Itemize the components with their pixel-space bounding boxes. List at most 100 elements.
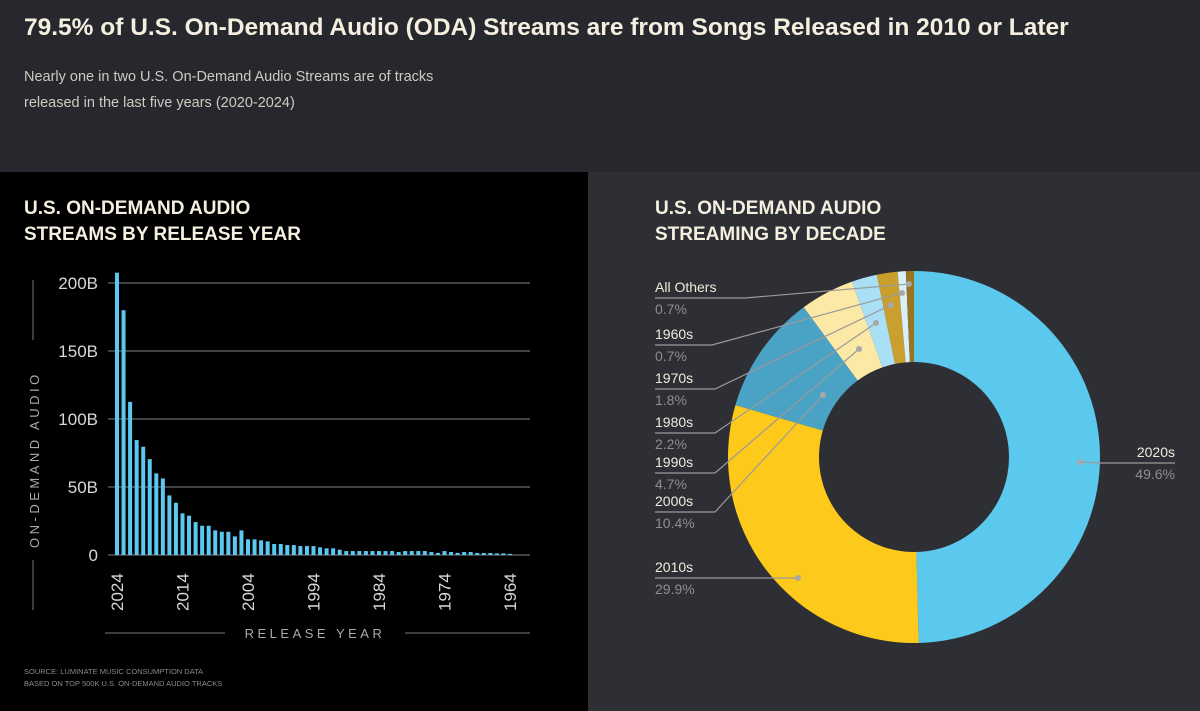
donut-chart-title-line: U.S. ON-DEMAND AUDIO — [655, 198, 882, 219]
x-tick-label: 2004 — [239, 573, 258, 611]
bar-1994 — [311, 546, 316, 555]
donut-chart-title-line: STREAMING BY DECADE — [655, 224, 886, 245]
leader-line — [655, 394, 824, 513]
bar-2001 — [265, 541, 270, 555]
bar-2011 — [200, 525, 205, 555]
x-tick-label: 1984 — [370, 573, 389, 611]
slice-percent: 10.4% — [655, 515, 695, 531]
bar-2013 — [187, 515, 192, 555]
leader-dot — [856, 346, 862, 352]
bar-2007 — [226, 531, 231, 555]
x-tick-label: 1964 — [501, 573, 520, 611]
donut-slice-all-others — [905, 271, 914, 363]
bar-1981 — [396, 552, 401, 555]
slice-label: 2020s — [1137, 444, 1175, 460]
bar-chart-panel — [0, 172, 588, 711]
y-tick-label: 50B — [68, 478, 98, 497]
bar-2020 — [141, 446, 146, 555]
bar-1985 — [370, 551, 375, 555]
bar-2002 — [259, 540, 264, 555]
bar-2024 — [115, 272, 119, 555]
x-tick-label: 2014 — [174, 573, 193, 611]
slice-percent: 2.2% — [655, 436, 687, 452]
subtitle-line: released in the last five years (2020-20… — [24, 95, 295, 111]
bar-1979 — [409, 551, 414, 555]
donut-slice-2000s — [735, 307, 858, 431]
slice-percent: 0.7% — [655, 348, 687, 364]
slice-label: All Others — [655, 279, 716, 295]
leader-line — [655, 283, 910, 299]
donut-slice-1980s — [852, 274, 896, 368]
bar-1973 — [449, 552, 454, 555]
leader-dot — [888, 302, 894, 308]
bar-2008 — [219, 531, 224, 555]
bar-1989 — [344, 551, 349, 555]
header: 79.5% of U.S. On-Demand Audio (ODA) Stre… — [0, 0, 1200, 172]
bar-2004 — [246, 539, 250, 555]
donut-slice-1990s — [803, 281, 883, 381]
bar-1984 — [377, 551, 381, 555]
y-tick-label: 0 — [89, 546, 98, 565]
bar-2006 — [232, 536, 237, 555]
bar-2010 — [206, 525, 211, 555]
slice-percent: 1.8% — [655, 392, 687, 408]
bar-1970 — [468, 552, 473, 555]
bar-2021 — [134, 440, 139, 555]
slice-percent: 4.7% — [655, 476, 687, 492]
donut-chart-title: U.S. ON-DEMAND AUDIO STREAMING BY DECADE — [655, 196, 995, 248]
x-axis-title: RELEASE YEAR — [245, 626, 386, 641]
bar-1983 — [383, 551, 388, 555]
bar-1986 — [363, 551, 368, 555]
bar-1978 — [416, 551, 421, 555]
bar-1969 — [475, 552, 480, 555]
x-tick-label: 1974 — [436, 573, 455, 611]
slice-percent: 29.9% — [655, 581, 695, 597]
bar-1964 — [508, 553, 512, 555]
slice-label: 1980s — [655, 414, 693, 430]
leader-line — [655, 322, 877, 434]
bar-2018 — [154, 473, 159, 555]
y-tick-label: 150B — [58, 342, 98, 361]
source-line: SOURCE: LUMINATE MUSIC CONSUMPTION DATA — [24, 667, 204, 676]
bar-1968 — [481, 552, 486, 555]
donut-slice-1970s — [876, 271, 906, 364]
bar-2015 — [173, 502, 178, 555]
bar-1992 — [324, 548, 329, 555]
bar-2014 — [180, 513, 185, 555]
donut-slice-2010s — [728, 405, 919, 644]
leader-line — [1079, 461, 1175, 464]
leader-line — [655, 304, 892, 390]
bar-1980 — [403, 551, 408, 555]
bar-1995 — [304, 546, 309, 555]
subtitle-line: Nearly one in two U.S. On-Demand Audio S… — [24, 69, 434, 85]
slice-label: 1990s — [655, 454, 693, 470]
y-tick-label: 200B — [58, 274, 98, 293]
slice-percent: 0.7% — [655, 301, 687, 317]
slice-percent: 49.6% — [1135, 466, 1175, 482]
bar-1972 — [455, 552, 460, 555]
slice-label: 2000s — [655, 493, 693, 509]
leader-dot — [906, 281, 912, 287]
bar-1977 — [422, 551, 427, 555]
bar-2019 — [147, 459, 152, 555]
bar-2005 — [239, 530, 244, 555]
x-tick-label: 1994 — [305, 573, 324, 611]
bar-2000 — [272, 543, 277, 555]
x-tick-label: 2024 — [108, 573, 127, 611]
bar-1998 — [285, 545, 290, 555]
y-tick-label: 100B — [58, 410, 98, 429]
bar-1967 — [488, 552, 493, 555]
donut-slice-2020s — [914, 271, 1101, 643]
page-subtitle: Nearly one in two U.S. On-Demand Audio S… — [24, 64, 544, 116]
bar-1971 — [462, 552, 467, 555]
bar-1965 — [501, 553, 506, 555]
bar-1999 — [278, 543, 283, 555]
source-line: BASED ON TOP 500K U.S. ON-DEMAND AUDIO T… — [24, 679, 223, 688]
leader-line — [655, 292, 903, 346]
bar-1990 — [337, 549, 342, 555]
leader-dot — [873, 320, 879, 326]
bar-1974 — [442, 551, 447, 555]
bar-1988 — [350, 551, 355, 555]
bar-1991 — [331, 548, 336, 555]
